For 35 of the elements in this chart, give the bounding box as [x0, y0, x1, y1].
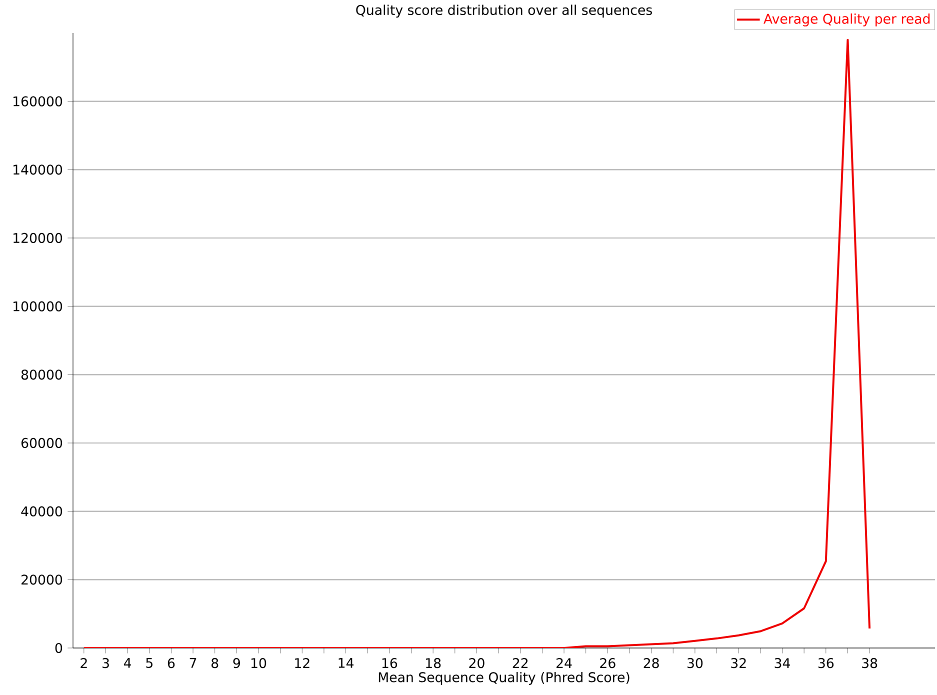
y-tick-label: 0 [55, 642, 62, 654]
x-tick-label: 5 [146, 658, 152, 668]
x-tick-label: 20 [469, 658, 484, 668]
x-axis-title: Mean Sequence Quality (Phred Score) [378, 672, 630, 685]
x-tick-label: 4 [124, 658, 132, 668]
x-tick-label: 7 [190, 658, 196, 668]
y-tick-label: 120000 [14, 232, 62, 244]
x-tick-label: 22 [512, 658, 528, 668]
x-tick-label: 12 [295, 658, 310, 668]
chart-title: Quality score distribution over all sequences [356, 4, 652, 18]
y-tick-label: 20000 [22, 574, 62, 585]
y-tick-label: 160000 [14, 96, 62, 106]
x-tick-label: 9 [233, 658, 240, 668]
x-tick-label: 10 [251, 658, 266, 668]
x-tick-label: 8 [212, 658, 218, 668]
y-tick-label: 60000 [21, 438, 62, 448]
x-tick-label: 14 [338, 658, 354, 668]
y-tick-label: 80000 [21, 370, 62, 380]
x-tick-label: 24 [556, 658, 572, 668]
x-tick-label: 34 [774, 658, 790, 668]
x-tick-label: 16 [382, 658, 398, 668]
x-tick-label: 36 [818, 658, 834, 668]
x-tick-label: 18 [426, 658, 441, 668]
x-tick-label: 26 [600, 658, 616, 668]
y-tick-label: 100000 [14, 301, 62, 312]
x-tick-label: 2 [80, 658, 87, 668]
x-tick-label: 28 [644, 658, 659, 668]
x-tick-label: 30 [688, 658, 703, 668]
y-tick-label: 140000 [14, 164, 62, 175]
x-tick-label: 32 [731, 658, 746, 668]
x-tick-label: 38 [862, 658, 878, 668]
legend-label: Average Quality per read [764, 14, 930, 26]
y-tick-label: 40000 [21, 506, 62, 516]
x-tick-label: 3 [102, 658, 109, 668]
x-tick-label: 6 [168, 658, 175, 668]
